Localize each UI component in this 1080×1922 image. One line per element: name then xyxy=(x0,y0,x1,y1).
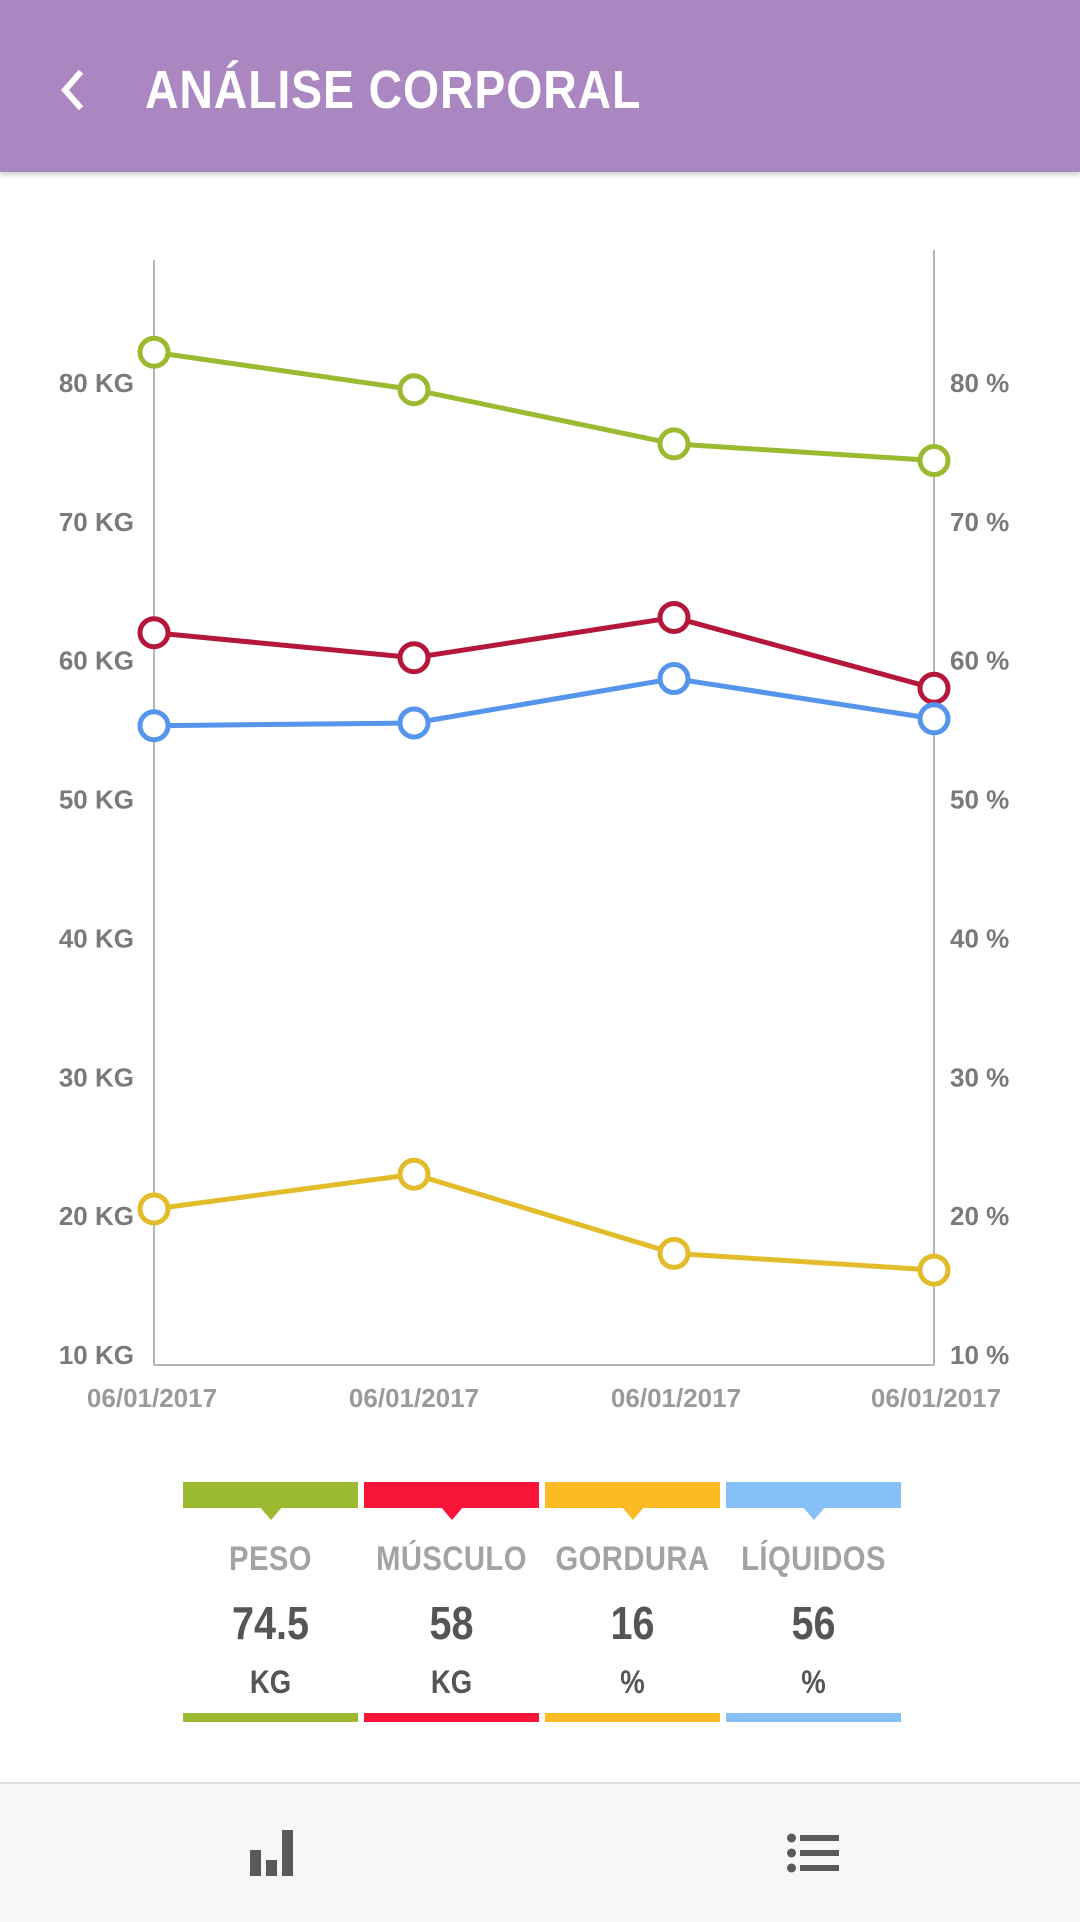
data-point-peso xyxy=(917,444,951,478)
x-axis-ticks: 06/01/2017 06/01/2017 06/01/2017 06/01/2017 xyxy=(87,1383,1001,1413)
legend-pointer xyxy=(259,1506,283,1520)
y-left-tick-label: 80 KG xyxy=(59,368,134,398)
legend-value: 16 xyxy=(610,1597,655,1649)
legend: PESO 74.5 KG MÚSCULO 58 KG GORDURA 16 % … xyxy=(183,1482,903,1726)
legend-value: 74.5 xyxy=(232,1597,309,1649)
app-header: ANÁLISE CORPORAL xyxy=(0,0,1080,172)
data-point-gordura xyxy=(917,1253,951,1287)
data-point-liquidos xyxy=(137,709,171,743)
y-right-ticks: 80 % 70 % 60 % 50 % 40 % 30 % 20 % 10 % xyxy=(950,368,1009,1370)
y-left-ticks: 80 KG 70 KG 60 KG 50 KG 40 KG 30 KG 20 KG 10 KG xyxy=(59,368,134,1370)
bottom-nav xyxy=(0,1782,1080,1922)
x-tick-label: 06/01/2017 xyxy=(349,1383,479,1413)
page-title: ANÁLISE CORPORAL xyxy=(145,60,642,120)
data-point-musculo xyxy=(657,600,691,634)
body-analysis-chart: 80 KG 70 KG 60 KG 50 KG 40 KG 30 KG 20 KG 10 KG… xyxy=(59,250,1009,1413)
chart-view-button[interactable] xyxy=(172,1784,372,1922)
legend-pointer xyxy=(621,1506,645,1520)
legend-value: 58 xyxy=(429,1597,474,1649)
series-line-peso xyxy=(153,349,935,464)
legend-color-bar xyxy=(364,1482,539,1508)
legend-color-bar xyxy=(545,1482,720,1508)
legend-underline xyxy=(364,1713,539,1722)
legend-item-liquidos[interactable]: LÍQUIDOS 56 % xyxy=(726,1482,901,1726)
data-point-peso xyxy=(137,335,171,369)
y-right-tick-label: 70 % xyxy=(950,507,1009,537)
y-left-tick-label: 10 KG xyxy=(59,1340,134,1370)
legend-underline xyxy=(726,1713,901,1722)
y-right-tick-label: 50 % xyxy=(950,785,1009,815)
legend-value: 56 xyxy=(791,1597,836,1649)
legend-item-musculo[interactable]: MÚSCULO 58 KG xyxy=(364,1482,539,1726)
y-left-tick-label: 60 KG xyxy=(59,646,134,676)
y-right-tick-label: 60 % xyxy=(950,646,1009,676)
legend-pointer xyxy=(440,1506,464,1520)
data-point-peso xyxy=(657,427,691,461)
back-button[interactable] xyxy=(44,58,100,122)
y-left-tick-label: 40 KG xyxy=(59,923,134,953)
x-tick-label: 06/01/2017 xyxy=(87,1383,217,1413)
data-point-liquidos xyxy=(657,662,691,696)
data-point-gordura xyxy=(137,1192,171,1226)
series-line-gordura xyxy=(153,1171,935,1273)
legend-label: PESO xyxy=(229,1540,312,1578)
legend-color-bar xyxy=(726,1482,901,1508)
y-left-tick-label: 70 KG xyxy=(59,507,134,537)
y-right-tick-label: 10 % xyxy=(950,1340,1009,1370)
x-tick-label: 06/01/2017 xyxy=(611,1383,741,1413)
legend-color-bar xyxy=(183,1482,358,1508)
data-point-liquidos xyxy=(397,706,431,740)
legend-item-gordura[interactable]: GORDURA 16 % xyxy=(545,1482,720,1726)
bar-chart-icon xyxy=(250,1830,293,1876)
y-left-tick-label: 50 KG xyxy=(59,785,134,815)
data-point-peso xyxy=(397,373,431,407)
data-point-musculo xyxy=(137,616,171,650)
legend-pointer xyxy=(802,1506,826,1520)
legend-underline xyxy=(183,1713,358,1722)
chevron-left-icon xyxy=(61,69,84,111)
legend-underline xyxy=(545,1713,720,1722)
y-right-tick-label: 40 % xyxy=(950,923,1009,953)
legend-unit: % xyxy=(620,1664,645,1700)
data-point-liquidos xyxy=(917,702,951,736)
legend-label: LÍQUIDOS xyxy=(741,1540,886,1578)
list-icon xyxy=(787,1833,839,1873)
legend-item-peso[interactable]: PESO 74.5 KG xyxy=(183,1482,358,1726)
y-right-tick-label: 80 % xyxy=(950,368,1009,398)
legend-unit: % xyxy=(801,1664,826,1700)
x-tick-label: 06/01/2017 xyxy=(871,1383,1001,1413)
y-right-tick-label: 30 % xyxy=(950,1062,1009,1092)
y-left-tick-label: 30 KG xyxy=(59,1062,134,1092)
y-right-tick-label: 20 % xyxy=(950,1201,1009,1231)
data-point-gordura xyxy=(397,1157,431,1191)
legend-label: GORDURA xyxy=(555,1540,710,1578)
legend-label: MÚSCULO xyxy=(376,1540,527,1578)
legend-unit: KG xyxy=(430,1664,473,1700)
y-left-tick-label: 20 KG xyxy=(59,1201,134,1231)
data-point-musculo xyxy=(397,641,431,675)
data-point-gordura xyxy=(657,1236,691,1270)
legend-unit: KG xyxy=(249,1664,292,1700)
series-layer xyxy=(137,335,951,1287)
list-view-button[interactable] xyxy=(713,1784,913,1922)
series-line-musculo xyxy=(153,614,935,691)
data-point-musculo xyxy=(917,671,951,705)
series-line-liquidos xyxy=(153,676,935,729)
